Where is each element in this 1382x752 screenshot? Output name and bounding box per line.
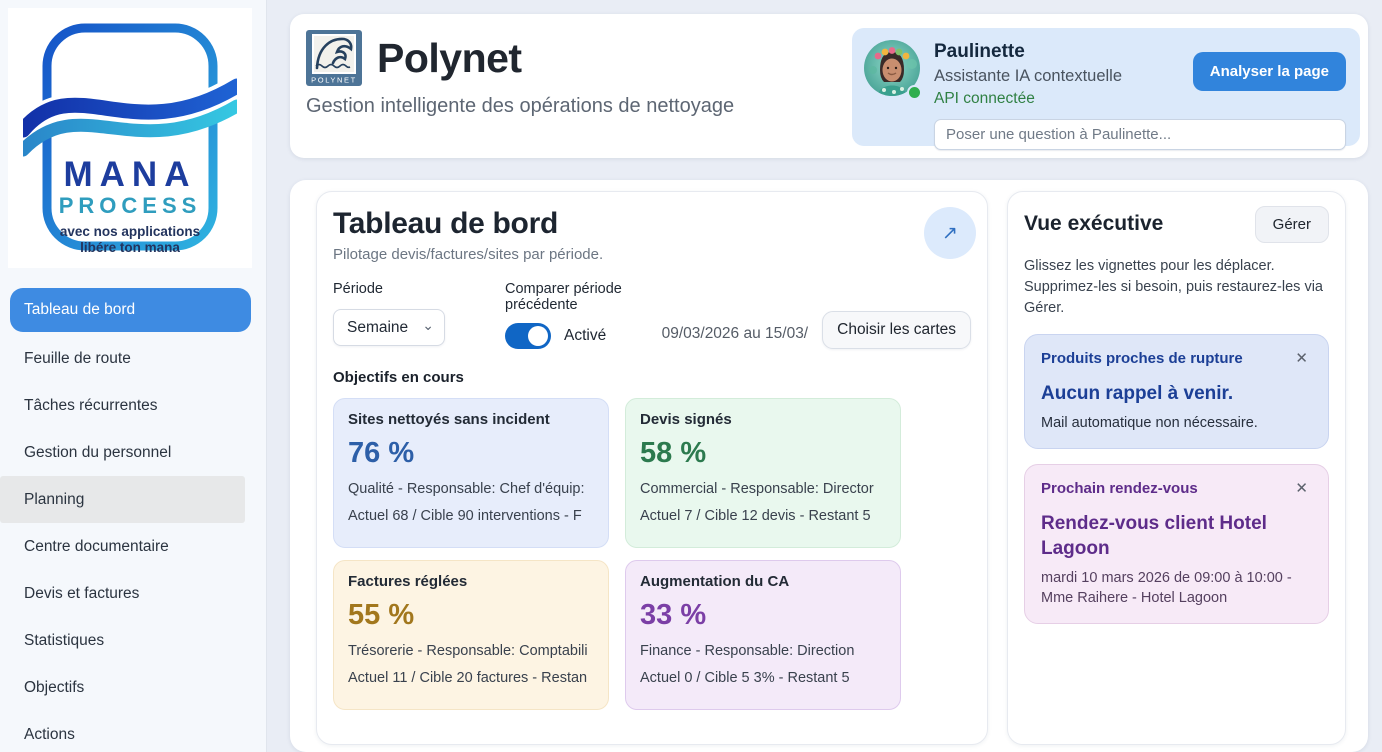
tile-headline: Rendez-vous client Hotel Lagoon — [1041, 513, 1267, 559]
goal-meta: Trésorerie - Responsable: Comptabili — [348, 643, 588, 659]
dashboard-subtitle: Pilotage devis/factures/sites par périod… — [333, 246, 604, 263]
sidebar-item-planning[interactable]: Planning — [0, 476, 245, 523]
tile-title: Produits proches de rupture — [1041, 349, 1243, 367]
goals-grid: Sites nettoyés sans incident 76 % Qualit… — [333, 398, 971, 710]
goal-detail: Actuel 0 / Cible 5 3% - Restant 5 — [640, 670, 850, 686]
svg-text:POLYNET: POLYNET — [311, 76, 357, 85]
assistant-info: Paulinette Assistante IA contextuelle AP… — [934, 40, 1193, 108]
goal-value: 55 % — [348, 599, 415, 631]
goal-meta: Commercial - Responsable: Director — [640, 481, 874, 497]
brand-block: POLYNET Polynet Gestion intelligente des… — [306, 28, 734, 146]
svg-text:libére ton mana: libére ton mana — [80, 240, 180, 255]
close-icon[interactable]: ✕ — [1295, 350, 1308, 367]
assistant-name: Paulinette — [934, 41, 1025, 62]
expand-arrow-icon: ↗ — [942, 222, 958, 244]
close-icon[interactable]: ✕ — [1295, 480, 1308, 497]
goals-section-title: Objectifs en cours — [333, 369, 464, 386]
goal-title: Devis signés — [640, 411, 732, 428]
goal-card-augmentation-ca[interactable]: Augmentation du CA 33 % Finance - Respon… — [625, 560, 901, 710]
goal-detail: Actuel 11 / Cible 20 factures - Restan — [348, 670, 588, 686]
sidebar-item-tableau-de-bord[interactable]: Tableau de bord — [10, 288, 251, 332]
goal-meta: Finance - Responsable: Direction — [640, 643, 855, 659]
sidebar: MANA PROCESS avec nos applications libér… — [0, 0, 267, 752]
executive-panel: Vue exécutive Gérer Glissez les vignette… — [1007, 191, 1346, 745]
choose-cards-button[interactable]: Choisir les cartes — [822, 311, 971, 349]
goal-detail: Actuel 68 / Cible 90 interventions - F — [348, 508, 582, 524]
sidebar-item-centre-documentaire[interactable]: Centre documentaire — [24, 537, 169, 555]
goal-card-factures-reglees[interactable]: Factures réglées 55 % Trésorerie - Respo… — [333, 560, 609, 710]
app-subtitle: Gestion intelligente des opérations de n… — [306, 95, 735, 117]
sidebar-item-statistiques[interactable]: Statistiques — [24, 631, 105, 649]
dashboard-title: Tableau de bord — [333, 207, 558, 240]
executive-description: Glissez les vignettes pour les déplacer.… — [1024, 258, 1323, 316]
period-label: Période — [333, 281, 383, 297]
mana-process-logo-art: MANA PROCESS avec nos applications libér… — [23, 23, 237, 255]
polynet-logo-icon: POLYNET — [306, 30, 362, 86]
tile-title: Prochain rendez-vous — [1041, 479, 1198, 497]
goal-value: 76 % — [348, 437, 415, 469]
dashboard-panel: Tableau de bord Pilotage devis/factures/… — [316, 191, 988, 745]
sidebar-item-devis-et-factures[interactable]: Devis et factures — [24, 584, 140, 602]
assistant-api-status: API connectée — [934, 90, 1035, 107]
tile-detail: Mail automatique non nécessaire. — [1041, 415, 1258, 431]
mana-process-logo: MANA PROCESS avec nos applications libér… — [8, 8, 252, 268]
svg-text:PROCESS: PROCESS — [59, 193, 202, 218]
tile-headline: Aucun rappel à venir. — [1041, 383, 1234, 404]
sidebar-item-feuille-de-route[interactable]: Feuille de route — [24, 349, 131, 367]
goal-card-sites-nettoyes[interactable]: Sites nettoyés sans incident 76 % Qualit… — [333, 398, 609, 548]
sidebar-item-objectifs[interactable]: Objectifs — [24, 678, 85, 696]
manage-button[interactable]: Gérer — [1254, 206, 1329, 243]
toggle-state-label: Activé — [564, 327, 607, 344]
goal-detail: Actuel 7 / Cible 12 devis - Restant 5 — [640, 508, 871, 524]
goal-card-devis-signes[interactable]: Devis signés 58 % Commercial - Responsab… — [625, 398, 901, 548]
toggle-knob — [528, 326, 548, 346]
goal-title: Sites nettoyés sans incident — [348, 411, 550, 428]
goal-value: 33 % — [640, 599, 707, 631]
goal-title: Augmentation du CA — [640, 573, 790, 590]
period-select[interactable]: Semaine ⌄ — [333, 309, 445, 346]
sidebar-item-actions[interactable]: Actions — [24, 725, 75, 743]
svg-text:MANA: MANA — [64, 155, 197, 194]
main-container: Tableau de bord Pilotage devis/factures/… — [290, 180, 1368, 752]
expand-button[interactable]: ↗ — [924, 207, 976, 259]
svg-text:avec nos applications: avec nos applications — [60, 224, 200, 239]
assistant-question-input[interactable] — [934, 119, 1346, 150]
assistant-role: Assistante IA contextuelle — [934, 67, 1123, 85]
online-status-dot — [907, 85, 922, 100]
tile-detail: mardi 10 mars 2026 de 09:00 à 10:00 - Mm… — [1041, 570, 1292, 606]
assistant-panel: Paulinette Assistante IA contextuelle AP… — [852, 28, 1360, 150]
app-title: Polynet — [377, 34, 522, 81]
goal-title: Factures réglées — [348, 573, 468, 590]
sidebar-item-taches-recurrentes[interactable]: Tâches récurrentes — [24, 396, 158, 414]
period-select-value: Semaine — [347, 318, 409, 336]
exec-tile-produits-rupture[interactable]: Produits proches de rupture ✕ Aucun rapp… — [1024, 334, 1329, 449]
sidebar-nav: Tableau de bord Feuille de route Tâches … — [0, 288, 266, 752]
dashboard-controls: Période Semaine ⌄ Comparer période précé… — [333, 281, 971, 349]
compare-label: Comparer période précédente — [505, 281, 622, 313]
chevron-down-icon: ⌄ — [422, 316, 434, 333]
analyze-page-button[interactable]: Analyser la page — [1192, 52, 1346, 91]
content-column: POLYNET Polynet Gestion intelligente des… — [267, 0, 1382, 752]
goal-value: 58 % — [640, 437, 707, 469]
compare-toggle[interactable] — [505, 323, 551, 349]
assistant-avatar — [864, 40, 922, 100]
goal-meta: Qualité - Responsable: Chef d'équip: — [348, 481, 585, 497]
sidebar-item-gestion-du-personnel[interactable]: Gestion du personnel — [24, 443, 172, 461]
date-range-text: 09/03/2026 au 15/03/ — [661, 325, 809, 342]
header-card: POLYNET Polynet Gestion intelligente des… — [290, 14, 1368, 158]
exec-tile-prochain-rendez-vous[interactable]: Prochain rendez-vous ✕ Rendez-vous clien… — [1024, 464, 1329, 624]
executive-title: Vue exécutive — [1024, 212, 1164, 235]
